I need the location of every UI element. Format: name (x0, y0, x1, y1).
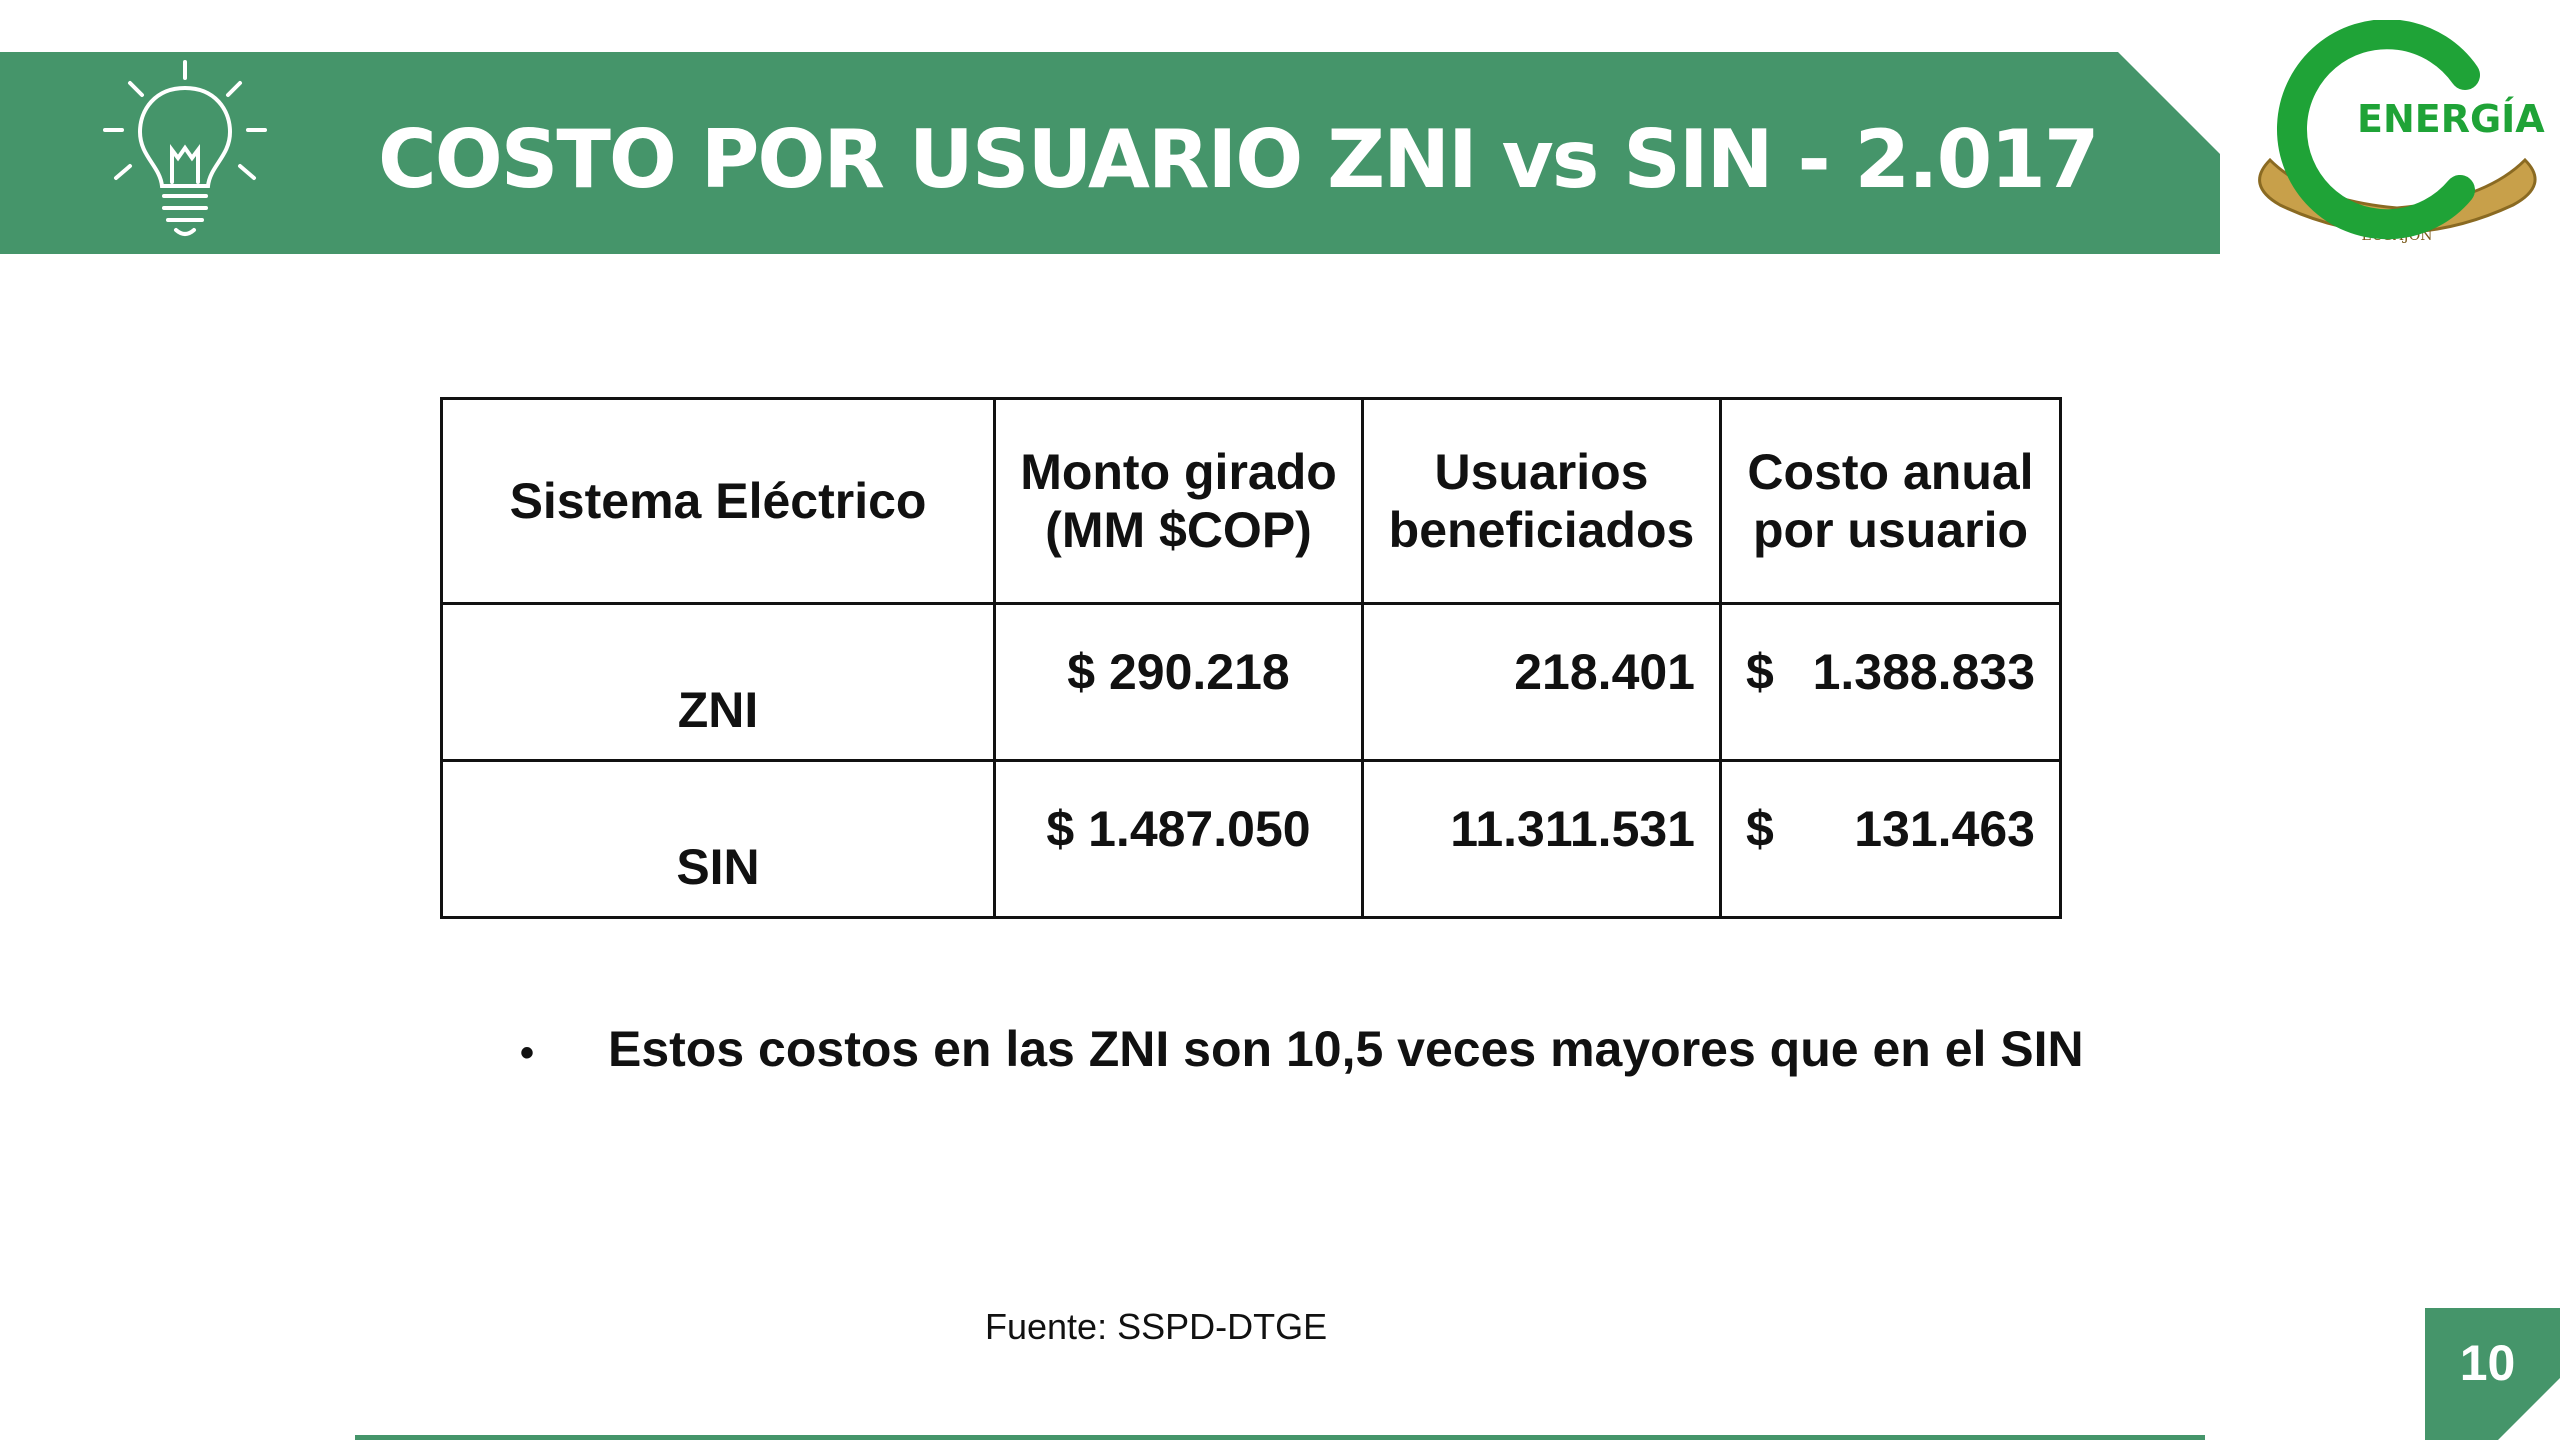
footer-divider (355, 1435, 2205, 1440)
header-costo: Costo anual por usuario (1719, 397, 2062, 605)
source-note: Fuente: SSPD-DTGE (985, 1306, 1328, 1347)
table-row: ZNI $ 290.218 218.401 $1.388.833 (440, 602, 2062, 762)
page-title: COSTO POR USUARIO ZNI vs SIN - 2.017 (378, 113, 2100, 206)
cell-usuarios: 11.311.531 (1361, 759, 1722, 919)
bullet-point: • Estos costos en las ZNI son 10,5 veces … (520, 1020, 2084, 1078)
energia-logo: EUSAJON ENERGÍA (2258, 20, 2545, 244)
cell-costo: $131.463 (1719, 759, 2062, 919)
table-row: SIN $ 1.487.050 11.311.531 $131.463 (440, 759, 2062, 919)
bullet-text: Estos costos en las ZNI son 10,5 veces m… (608, 1021, 2084, 1077)
title-banner (0, 52, 2220, 254)
cell-monto: $ 290.218 (993, 602, 1364, 762)
header-sistema: Sistema Eléctrico (440, 397, 996, 605)
cell-sistema: SIN (440, 759, 996, 919)
cost-table: Sistema Eléctrico Monto girado (MM $COP) … (440, 397, 2062, 919)
cell-costo: $1.388.833 (1719, 602, 2062, 762)
table-header-row: Sistema Eléctrico Monto girado (MM $COP) … (440, 397, 2062, 605)
cell-monto: $ 1.487.050 (993, 759, 1364, 919)
cell-usuarios: 218.401 (1361, 602, 1722, 762)
header-monto: Monto girado (MM $COP) (993, 397, 1364, 605)
bullet-marker: • (520, 1031, 535, 1075)
header-usuarios: Usuarios beneficiados (1361, 397, 1722, 605)
page-fold-corner (2498, 1378, 2560, 1440)
logo-wordmark: ENERGÍA (2357, 97, 2545, 141)
cell-sistema: ZNI (440, 602, 996, 762)
lightbulb-icon (103, 60, 267, 236)
page-number-badge: 10 (2425, 1308, 2560, 1440)
